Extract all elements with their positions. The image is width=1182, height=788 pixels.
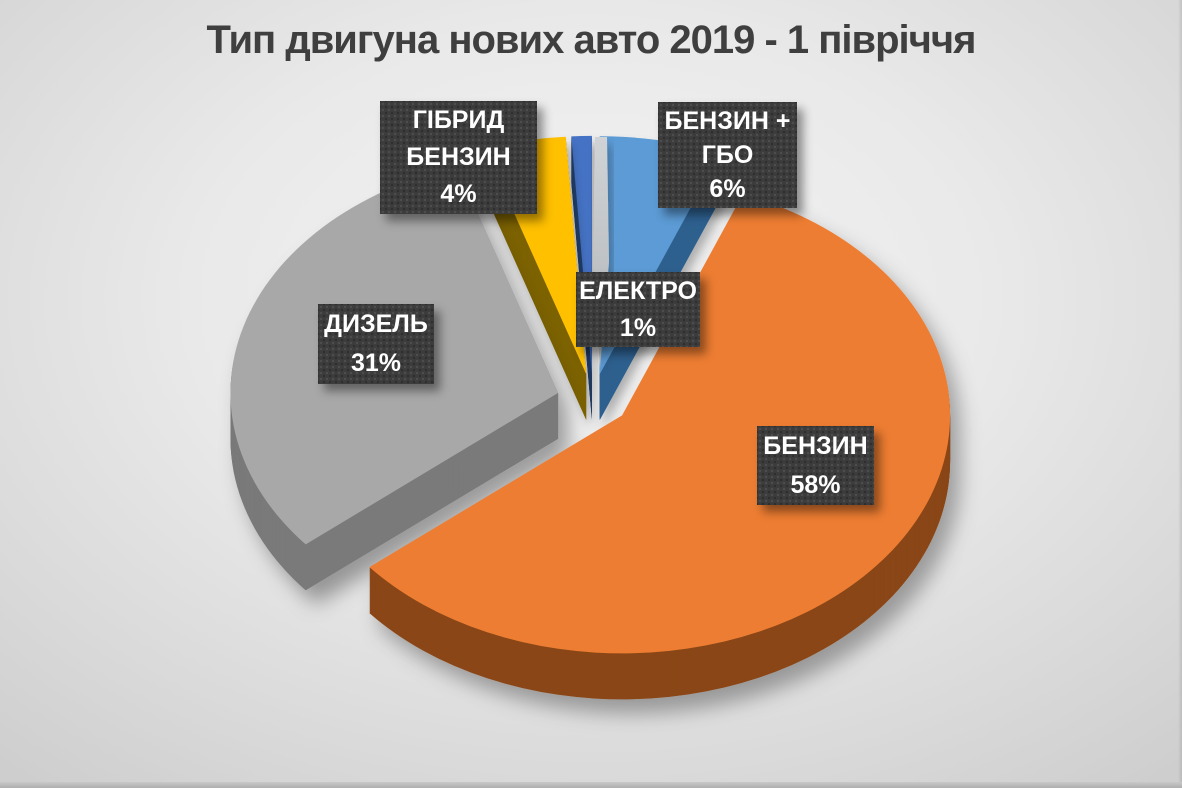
slide-bottom-edge [0,782,1182,788]
data-label-line: 1% [619,313,657,342]
data-label-line: ЕЛЕКТРО [579,277,697,305]
data-label-line: 6% [709,175,746,204]
data-label-дизель: ДИЗЕЛЬ 31% [318,304,434,384]
data-label-line: БЕНЗИН [763,432,868,460]
data-label-line: 58% [790,470,841,499]
data-label-line: ДИЗЕЛЬ [324,310,428,338]
data-label-line: БЕНЗИН [406,143,511,172]
chart-title: Тип двигуна нових авто 2019 - 1 півріччя [206,18,977,62]
data-label-line: 31% [350,349,402,377]
data-label-line: ГБО [701,140,754,169]
data-label-бензин-гбо: БЕНЗИН + ГБО 6% [658,102,797,208]
data-label-line: 4% [440,179,477,208]
data-label-гібрид-бензин: ГІБРИД БЕНЗИН 4% [380,101,537,214]
pie-slice-top-бензин [369,194,951,654]
data-label-бензин: БЕНЗИН 58% [757,426,874,505]
slide-right-edge [1178,0,1182,788]
data-label-line: БЕНЗИН + [664,106,791,135]
data-label-line: ГІБРИД [412,106,505,135]
data-label-електро: ЕЛЕКТРО 1% [576,272,700,347]
pie-slice-бензин [369,194,951,700]
